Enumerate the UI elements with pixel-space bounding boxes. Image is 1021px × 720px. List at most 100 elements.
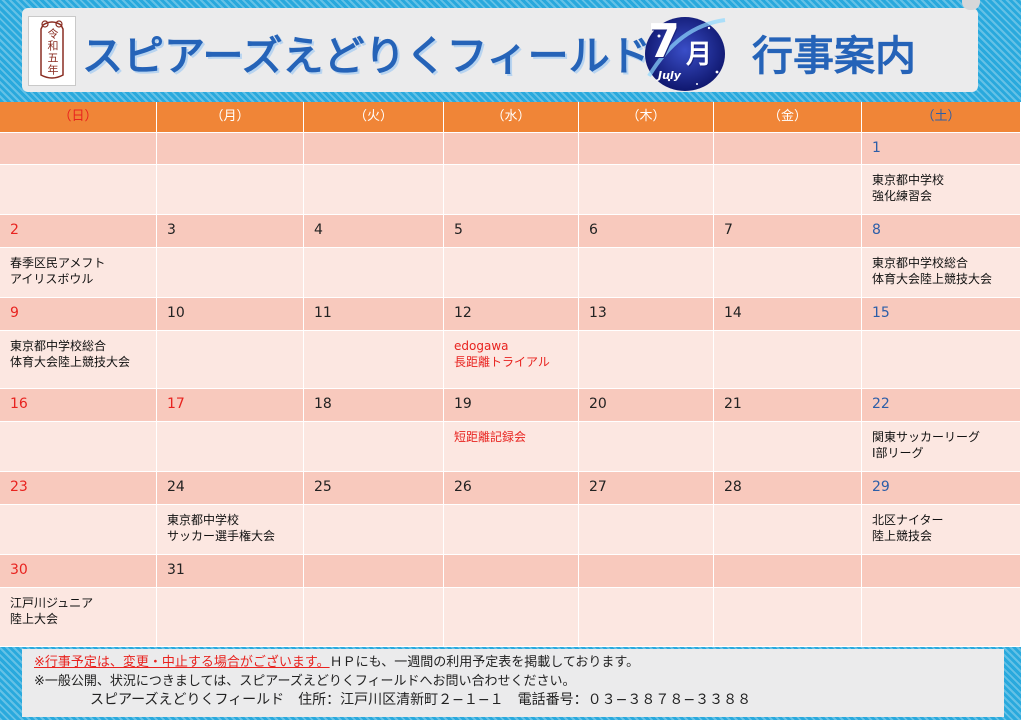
day-number: 28 (724, 479, 742, 495)
date-cell (444, 555, 579, 588)
date-cell (0, 133, 157, 165)
day-number: 30 (10, 562, 28, 578)
header-banner (22, 8, 978, 92)
event-cell (304, 505, 444, 555)
day-number: 8 (872, 222, 881, 238)
date-cell (304, 133, 444, 165)
date-cell (714, 133, 862, 165)
day-number: 15 (872, 305, 890, 321)
date-cell: 5 (444, 215, 579, 248)
event-cell (0, 165, 157, 215)
date-cell: 15 (862, 298, 1021, 331)
event-cell (714, 505, 862, 555)
day-number: 3 (167, 222, 176, 238)
event-cell (579, 588, 714, 647)
seal-label: 令和五年 (46, 28, 59, 76)
event-cell (714, 248, 862, 298)
date-cell: 25 (304, 472, 444, 505)
date-cell (157, 133, 304, 165)
event-cell (304, 331, 444, 389)
date-cell: 4 (304, 215, 444, 248)
event-cell (157, 331, 304, 389)
event-cell: edogawa 長距離トライアル (444, 331, 579, 389)
day-number: 20 (589, 396, 607, 412)
event-cell (444, 588, 579, 647)
day-number: 17 (167, 396, 185, 412)
seal-frame-icon (40, 20, 64, 79)
day-number: 18 (314, 396, 332, 412)
date-cell: 27 (579, 472, 714, 505)
date-cell: 30 (0, 555, 157, 588)
day-number: 16 (10, 396, 28, 412)
day-number: 10 (167, 305, 185, 321)
event-cell: 東京都中学校総合 体育大会陸上競技大会 (0, 331, 157, 389)
event-cell (157, 588, 304, 647)
day-number: 6 (589, 222, 598, 238)
footer-line-1: ※行事予定は、変更・中止する場合がございます。ＨＰにも、一週間の利用予定表を掲載… (34, 655, 639, 671)
month-kanji: 月 (686, 40, 713, 70)
event-text: 江戸川ジュニア 陸上大会 (10, 596, 94, 626)
date-cell: 1 (862, 133, 1021, 165)
contact-info: スピアーズえどりくフィールド 住所：江戸川区清新町２−１−１ 電話番号：０３−３… (90, 692, 752, 708)
event-text: 関東サッカーリーグ Ⅰ部リーグ (872, 430, 981, 460)
day-number: 25 (314, 479, 332, 495)
date-number-row: 16 17 18 19 20 21 22 (0, 389, 1021, 422)
event-cell: 東京都中学校 強化練習会 (862, 165, 1021, 215)
day-number: 9 (10, 305, 19, 321)
event-cell (444, 505, 579, 555)
day-number: 14 (724, 305, 742, 321)
event-cell (579, 248, 714, 298)
weekday-header: （金） (714, 102, 862, 133)
event-cell: 北区ナイター 陸上競技会 (862, 505, 1021, 555)
event-cell (157, 165, 304, 215)
weekday-header: （土） (862, 102, 1021, 133)
calendar-grid: （日） （月） （火） （水） （木） （金） （土） 1 東京都中学校 強化練習会 2 3 4 5 6 7… (0, 102, 1021, 647)
event-text: 東京都中学校総合 体育大会陸上競技大会 (872, 256, 993, 286)
event-text: edogawa 長距離トライアル (454, 339, 550, 369)
date-cell: 9 (0, 298, 157, 331)
event-row: 東京都中学校 サッカー選手権大会 北区ナイター 陸上競技会 (0, 505, 1021, 555)
date-cell: 24 (157, 472, 304, 505)
event-cell: 東京都中学校総合 体育大会陸上競技大会 (862, 248, 1021, 298)
event-cell (579, 331, 714, 389)
month-number: 7 (648, 14, 681, 68)
event-cell (862, 331, 1021, 389)
month-badge-icon (645, 17, 726, 91)
event-cell (0, 422, 157, 472)
day-number: 23 (10, 479, 28, 495)
page-curl-decoration (962, 0, 980, 10)
event-cell (579, 422, 714, 472)
date-cell: 17 (157, 389, 304, 422)
date-cell: 31 (157, 555, 304, 588)
day-number: 26 (454, 479, 472, 495)
event-cell (0, 505, 157, 555)
day-number: 24 (167, 479, 185, 495)
event-text: 短距離記録会 (454, 430, 527, 444)
event-text: 北区ナイター 陸上競技会 (872, 513, 944, 543)
day-number: 21 (724, 396, 742, 412)
day-number: 5 (454, 222, 463, 238)
event-cell (444, 165, 579, 215)
date-cell: 16 (0, 389, 157, 422)
day-number: 11 (314, 305, 332, 321)
event-cell (304, 248, 444, 298)
event-row: 短距離記録会 関東サッカーリーグ Ⅰ部リーグ (0, 422, 1021, 472)
date-cell (714, 555, 862, 588)
date-cell: 22 (862, 389, 1021, 422)
event-cell (579, 165, 714, 215)
date-cell: 20 (579, 389, 714, 422)
footer-notice: ※行事予定は、変更・中止する場合がございます。ＨＰにも、一週間の利用予定表を掲載… (22, 649, 1004, 717)
event-cell: 東京都中学校 サッカー選手権大会 (157, 505, 304, 555)
day-number: 7 (724, 222, 733, 238)
event-cell (579, 505, 714, 555)
month-english: July (658, 69, 681, 82)
day-number: 1 (872, 140, 881, 156)
day-number: 27 (589, 479, 607, 495)
date-cell: 10 (157, 298, 304, 331)
hp-note: ＨＰにも、一週間の利用予定表を掲載しております。 (329, 655, 640, 670)
date-cell (579, 133, 714, 165)
day-number: 2 (10, 222, 19, 238)
day-number: 4 (314, 222, 323, 238)
change-warning: ※行事予定は、変更・中止する場合がございます。 (34, 655, 330, 670)
weekday-header: （木） (579, 102, 714, 133)
